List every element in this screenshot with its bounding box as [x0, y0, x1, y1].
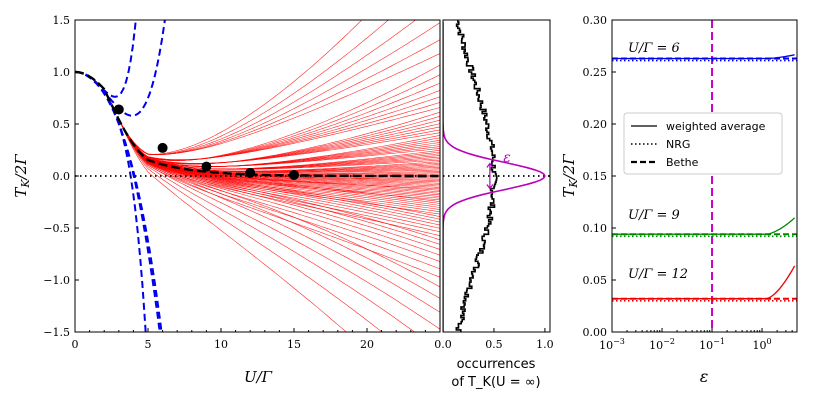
epsilon-arrow-head-up	[486, 162, 494, 168]
epsilon-gaussian	[443, 22, 546, 332]
legend-box	[623, 112, 783, 175]
blue-expansion-curve	[75, 20, 137, 98]
histogram-frame	[442, 19, 551, 333]
histogram-panel: 0.0 0.5 1.0 occurrences of T_K(U = ∞) ε	[434, 19, 554, 390]
red-curve	[118, 119, 440, 213]
right-y-tick-label: 0.00	[583, 326, 608, 339]
red-curve	[118, 119, 383, 332]
red-curve	[118, 119, 416, 332]
right-y-tick-label: 0.30	[583, 14, 608, 27]
right-x-label: ε	[700, 367, 709, 386]
weighted-average-curve	[612, 265, 796, 300]
blue-expansion-curve	[75, 20, 166, 117]
red-curve	[118, 119, 440, 262]
blue-expansion-curve	[75, 71, 161, 332]
hist-x-tick-label: 0.0	[434, 338, 452, 351]
label-u9: U/Γ = 9	[628, 208, 680, 223]
red-curve	[118, 20, 417, 156]
epsilon-arrow-head-down	[486, 184, 494, 190]
red-curve	[118, 119, 440, 256]
right-x-tick-label: 10−2	[649, 337, 675, 352]
legend-bethe: Bethe	[666, 156, 699, 169]
x-tick-label: 20	[360, 338, 374, 351]
blue-expansion-curve	[75, 71, 163, 332]
red-curve	[118, 119, 347, 332]
weighted-average-curve	[612, 54, 795, 60]
histogram-label-line1: occurrences	[457, 357, 536, 372]
main-x-label: U/Γ	[244, 368, 273, 386]
red-curve	[118, 119, 440, 278]
red-curve	[118, 20, 389, 155]
right-y-label: TK/2Γ	[560, 154, 580, 198]
weighted-average-curve	[612, 217, 796, 235]
red-curve	[118, 119, 440, 197]
data-marker	[289, 169, 299, 180]
right-y-tick-label: 0.10	[583, 222, 608, 235]
legend: weighted average NRG Bethe	[623, 112, 783, 175]
red-curve	[118, 119, 440, 215]
data-marker	[113, 104, 124, 115]
right-x-tick-label: 100	[752, 337, 771, 352]
right-x-tick-label: 10−1	[699, 337, 725, 352]
red-curve	[118, 119, 440, 164]
red-curve	[118, 119, 440, 199]
hist-x-tick-label: 0.5	[485, 338, 503, 351]
legend-nrg: NRG	[666, 138, 690, 151]
x-tick-label: 0	[72, 338, 79, 351]
right-y-tick-label: 0.25	[583, 66, 608, 79]
y-tick-label: 0.0	[53, 170, 71, 183]
red-curve	[118, 102, 440, 161]
data-marker	[201, 161, 212, 172]
x-tick-label: 5	[145, 338, 152, 351]
red-curve	[118, 111, 440, 165]
bethe-curve	[75, 70, 439, 178]
main-y-label: TK/2Γ	[12, 154, 32, 198]
legend-weighted-average: weighted average	[666, 120, 766, 133]
red-curve	[118, 22, 440, 156]
label-u12: U/Γ = 12	[628, 267, 688, 282]
x-tick-label: 15	[287, 338, 301, 351]
red-curve	[118, 53, 440, 155]
y-tick-label: −1.5	[43, 326, 70, 339]
blue-expansion-curve	[75, 71, 147, 332]
red-curve	[118, 119, 440, 167]
red-curve	[118, 119, 440, 233]
y-tick-label: −1.0	[43, 274, 70, 287]
red-curve	[118, 119, 440, 229]
red-curve	[118, 119, 440, 313]
epsilon-panel: 0.00 0.05 0.10 0.15 0.20 0.25 0.30 10−3 10−2 10−1…	[560, 14, 798, 386]
histogram-label-line2: of T_K(U = ∞)	[451, 375, 540, 390]
data-marker	[157, 142, 168, 153]
right-y-tick-label: 0.05	[583, 274, 608, 287]
data-marker	[245, 167, 256, 178]
epsilon-annotation: ε	[503, 150, 511, 166]
red-curve	[118, 119, 440, 201]
red-curve	[118, 119, 440, 330]
main-panel: 0 5 10 15 20 −1.5 −1.0 −0.5 0.0 0.5 1.0 1.5 U/Γ TK/…	[12, 14, 441, 386]
x-tick-label: 10	[214, 338, 228, 351]
y-tick-label: 1.5	[53, 14, 71, 27]
right-y-tick-label: 0.20	[583, 118, 608, 131]
right-y-tick-label: 0.15	[583, 170, 608, 183]
y-tick-label: 0.5	[53, 118, 71, 131]
label-u6: U/Γ = 6	[628, 41, 680, 56]
hist-x-tick-label: 1.0	[536, 338, 554, 351]
red-curve	[118, 20, 363, 155]
red-curve	[118, 119, 440, 170]
epsilon-panel-frame	[611, 19, 798, 333]
histogram-steps	[455, 20, 498, 332]
red-curve	[118, 119, 440, 236]
red-curve	[118, 119, 440, 270]
y-tick-label: 1.0	[53, 66, 71, 79]
right-x-tick-label: 10−3	[599, 337, 625, 352]
red-curve	[118, 64, 440, 161]
y-tick-label: −0.5	[43, 222, 70, 235]
